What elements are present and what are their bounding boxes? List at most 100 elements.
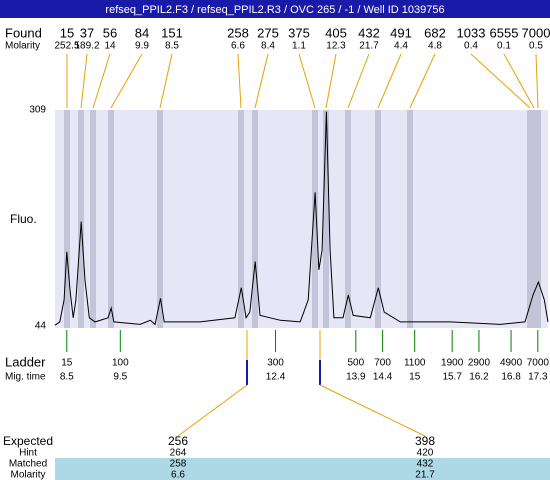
expected-connector (177, 384, 248, 437)
y-axis-label: Fluo. (10, 212, 37, 226)
found-molarity: 1.1 (292, 41, 306, 52)
peak-band (78, 110, 84, 328)
ladder-size: 1100 (404, 358, 426, 369)
expected-row-label: Matched (9, 459, 47, 470)
ladder-time: 17.3 (528, 372, 548, 383)
found-connector (409, 53, 436, 109)
found-connector (80, 53, 88, 109)
expected-matched: 432 (417, 459, 434, 470)
expected-size: 256 (168, 434, 188, 448)
header-bar (0, 0, 550, 18)
found-size: 405 (325, 25, 347, 40)
ladder-time: 15.7 (442, 372, 462, 383)
header-title: refseq_PPIL2.F3 / refseq_PPIL2.R3 / OVC … (105, 4, 444, 16)
found-size: 375 (288, 25, 310, 40)
ladder-time: 16.8 (501, 372, 521, 383)
found-size: 258 (227, 25, 249, 40)
found-size: 682 (424, 25, 446, 40)
found-connector (470, 53, 531, 109)
found-molarity: 4.4 (394, 41, 408, 52)
peak-band (323, 110, 329, 328)
ladder-time: 14.4 (373, 372, 393, 383)
ladder-time: 12.4 (266, 372, 286, 383)
found-size: 1033 (457, 25, 486, 40)
matched-row-bg (55, 458, 550, 480)
ladder-time: 9.5 (113, 372, 127, 383)
found-size: 491 (390, 25, 412, 40)
y-tick-label: 44 (35, 321, 47, 332)
expected-matched: 258 (170, 459, 187, 470)
peak-band (90, 110, 96, 328)
found-connector (237, 53, 242, 109)
found-molarity: 0.4 (464, 41, 478, 52)
found-connector (298, 53, 316, 109)
found-connector (254, 53, 269, 109)
found-molarity: 12.3 (326, 41, 346, 52)
peak-band (375, 110, 381, 328)
expected-hint: 420 (417, 448, 434, 459)
found-size: 37 (80, 25, 94, 40)
peak-band (108, 110, 114, 328)
found-size: 275 (257, 25, 279, 40)
found-connector (503, 53, 535, 109)
ladder-time: 8.5 (60, 372, 74, 383)
found-connector (347, 53, 370, 109)
expected-row-label: Hint (19, 448, 37, 459)
ladder-size: 4900 (500, 358, 523, 369)
ladder-time: 15 (409, 372, 421, 383)
ladder-size: 7000 (527, 358, 550, 369)
found-size: 151 (161, 25, 183, 40)
mig-time-label: Mig. time (5, 372, 46, 383)
expected-molarity: 21.7 (415, 470, 435, 480)
found-molarity: 6.6 (231, 41, 245, 52)
ladder-size: 500 (347, 358, 364, 369)
found-molarity: 8.4 (261, 41, 275, 52)
found-connector (377, 53, 402, 109)
found-size: 15 (60, 25, 74, 40)
ladder-time: 16.2 (469, 372, 489, 383)
peak-band (535, 110, 541, 328)
expected-row-label: Molarity (10, 470, 45, 480)
ladder-size: 2900 (468, 358, 491, 369)
expected-label: Expected (3, 434, 53, 448)
found-molarity: 8.5 (165, 41, 179, 52)
trace-line (54, 111, 549, 326)
y-tick-label: 309 (29, 105, 46, 116)
found-connector (110, 53, 143, 109)
found-molarity: 21.7 (359, 41, 379, 52)
peak-band (157, 110, 163, 328)
ladder-time: 13.9 (346, 372, 366, 383)
found-connector (325, 53, 337, 109)
peak-band (238, 110, 244, 328)
found-molarity: 4.8 (428, 41, 442, 52)
molarity-label: Molarity (5, 41, 40, 52)
found-molarity: 0.1 (497, 41, 511, 52)
plot-area (55, 110, 548, 328)
found-molarity: 189.2 (74, 41, 99, 52)
peak-band (252, 110, 258, 328)
found-size: 6555 (490, 25, 519, 40)
peak-band (64, 110, 70, 328)
found-connector (159, 53, 173, 109)
peak-band (531, 110, 537, 328)
found-molarity: 14 (104, 41, 116, 52)
found-connector (92, 53, 111, 109)
found-molarity: 0.5 (529, 41, 543, 52)
ladder-size: 700 (374, 358, 391, 369)
peak-band (345, 110, 351, 328)
peak-band (312, 110, 318, 328)
found-size: 432 (358, 25, 380, 40)
ladder-size: 1900 (441, 358, 464, 369)
found-molarity: 9.9 (135, 41, 149, 52)
found-label: Found (5, 25, 42, 40)
found-size: 56 (103, 25, 117, 40)
ladder-size: 100 (112, 358, 129, 369)
found-molarity: 252.5 (54, 41, 79, 52)
expected-connector (319, 384, 426, 437)
ladder-label: Ladder (5, 354, 46, 369)
ladder-size: 15 (61, 358, 73, 369)
expected-size: 398 (415, 434, 435, 448)
found-size: 84 (135, 25, 149, 40)
ladder-size: 300 (267, 358, 284, 369)
